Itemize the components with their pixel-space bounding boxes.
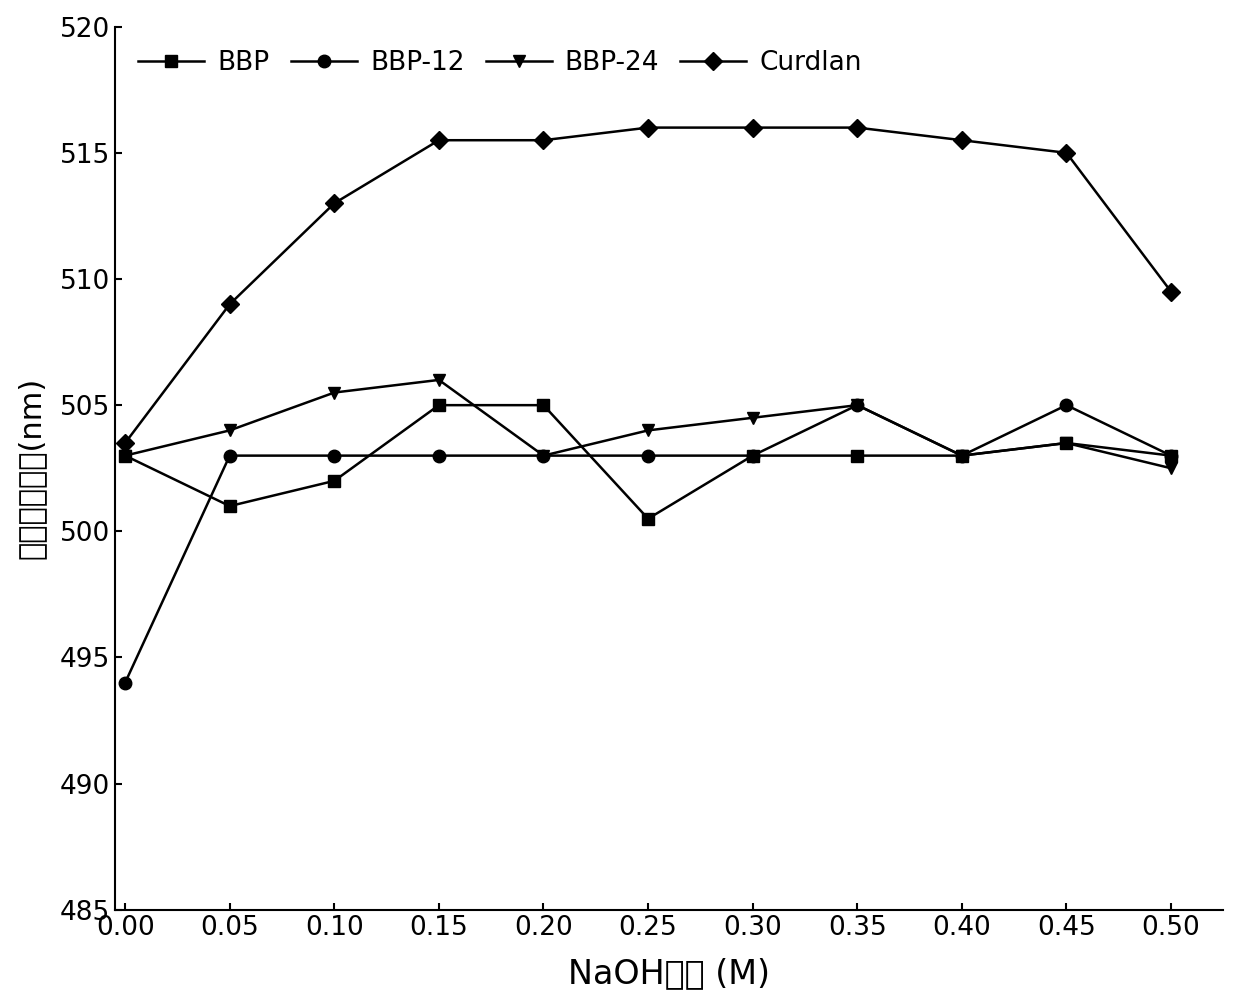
- BBP: [1163, 449, 1178, 461]
- BBP-12: [849, 399, 864, 411]
- BBP-24: [849, 399, 864, 411]
- Line: BBP: BBP: [119, 399, 1177, 525]
- Curdlan: [536, 134, 551, 146]
- BBP-24: [118, 449, 133, 461]
- BBP: [641, 513, 656, 525]
- Line: BBP-12: BBP-12: [119, 399, 1177, 689]
- BBP: [222, 500, 237, 513]
- BBP: [1059, 437, 1074, 449]
- Line: BBP-24: BBP-24: [119, 374, 1177, 474]
- BBP-12: [222, 449, 237, 461]
- BBP-12: [536, 449, 551, 461]
- Line: Curdlan: Curdlan: [119, 122, 1177, 449]
- BBP-12: [432, 449, 446, 461]
- Curdlan: [1059, 147, 1074, 159]
- BBP-24: [1163, 462, 1178, 474]
- BBP-24: [536, 449, 551, 461]
- BBP: [745, 449, 760, 461]
- BBP-12: [118, 677, 133, 689]
- Curdlan: [849, 122, 864, 134]
- BBP: [327, 475, 342, 487]
- BBP-24: [327, 387, 342, 399]
- Y-axis label: 最大吸收波长(nm): 最大吸收波长(nm): [16, 377, 46, 559]
- Curdlan: [745, 122, 760, 134]
- BBP-24: [1059, 437, 1074, 449]
- X-axis label: NaOH浓度 (M): NaOH浓度 (M): [568, 958, 770, 990]
- BBP: [955, 449, 970, 461]
- Curdlan: [1163, 286, 1178, 298]
- Curdlan: [432, 134, 446, 146]
- Curdlan: [641, 122, 656, 134]
- BBP-24: [745, 412, 760, 424]
- BBP-24: [222, 424, 237, 436]
- BBP: [536, 399, 551, 411]
- Curdlan: [118, 437, 133, 449]
- Curdlan: [327, 197, 342, 209]
- BBP-12: [1059, 399, 1074, 411]
- BBP: [849, 449, 864, 461]
- BBP-12: [745, 449, 760, 461]
- BBP-24: [641, 424, 656, 436]
- BBP: [118, 449, 133, 461]
- Curdlan: [222, 298, 237, 310]
- BBP: [432, 399, 446, 411]
- BBP-12: [1163, 449, 1178, 461]
- BBP-12: [327, 449, 342, 461]
- BBP-24: [955, 449, 970, 461]
- Curdlan: [955, 134, 970, 146]
- BBP-24: [432, 374, 446, 386]
- Legend: BBP, BBP-12, BBP-24, Curdlan: BBP, BBP-12, BBP-24, Curdlan: [128, 40, 873, 87]
- BBP-12: [955, 449, 970, 461]
- BBP-12: [641, 449, 656, 461]
